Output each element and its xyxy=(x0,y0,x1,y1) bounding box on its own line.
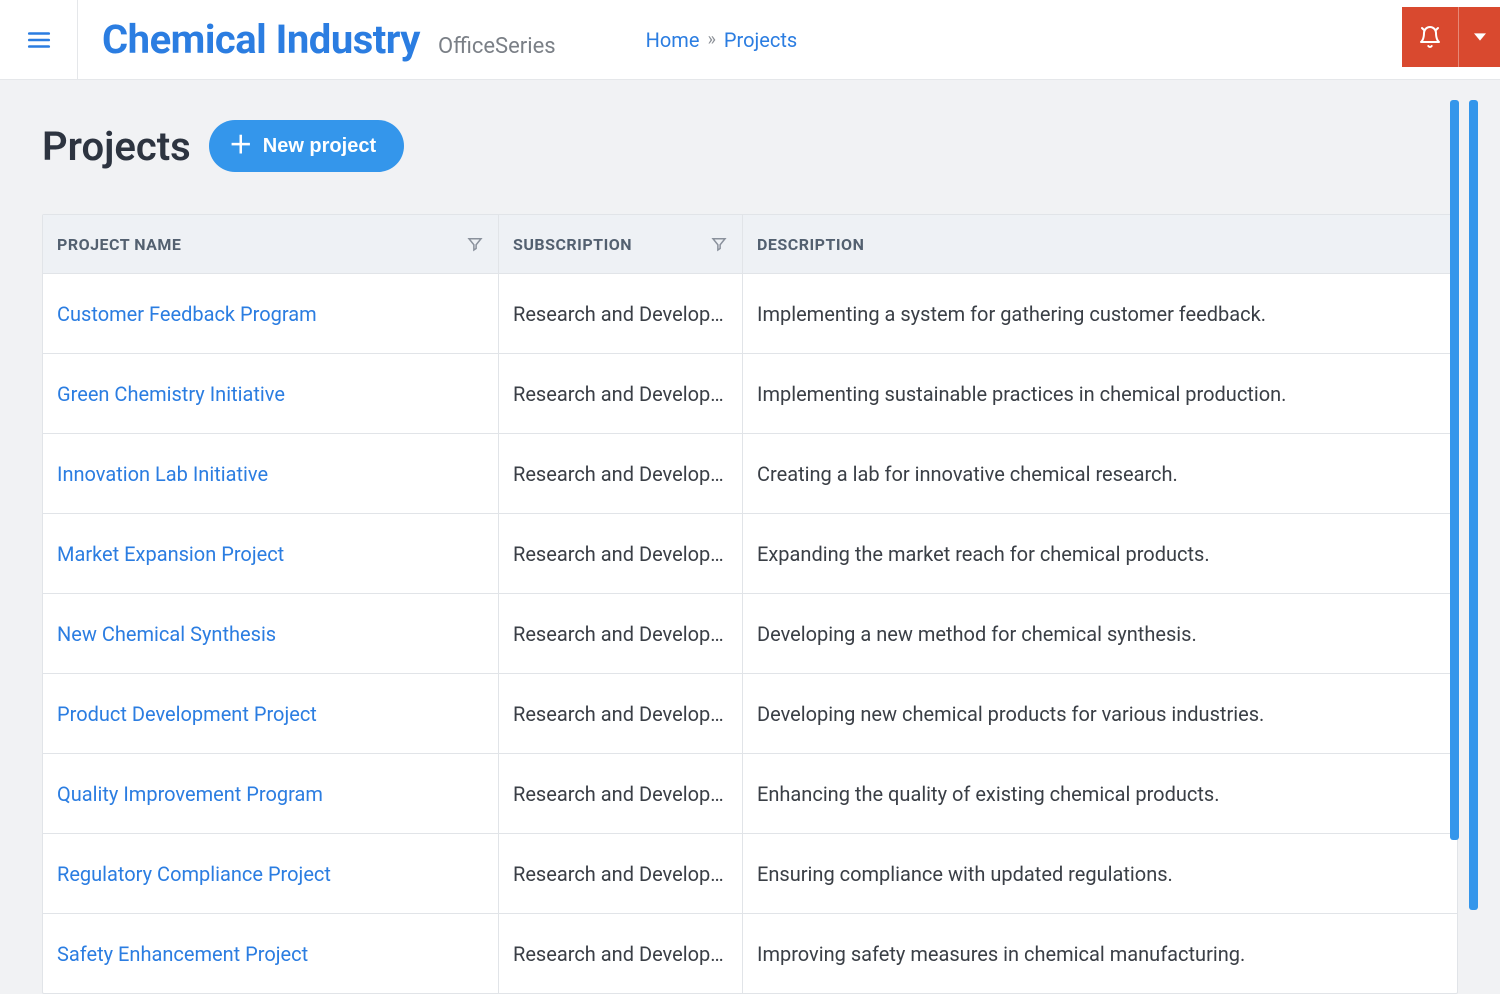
cell-subscription: Research and Develop… xyxy=(499,354,743,433)
scroll-rail-inner[interactable] xyxy=(1450,100,1459,840)
page-title: Projects xyxy=(42,123,191,170)
cell-description: Developing a new method for chemical syn… xyxy=(743,594,1457,673)
caret-down-icon xyxy=(1474,31,1486,43)
cell-description: Creating a lab for innovative chemical r… xyxy=(743,434,1457,513)
cell-description: Ensuring compliance with updated regulat… xyxy=(743,834,1457,913)
page-content: Projects ＋ New project PROJECT NAME SUBS… xyxy=(0,80,1500,994)
breadcrumb-home-link[interactable]: Home xyxy=(646,28,700,52)
subscription-text: Research and Develop… xyxy=(513,382,728,406)
table-row: Regulatory Compliance Project Research an… xyxy=(43,833,1457,913)
subscription-text: Research and Develop… xyxy=(513,622,728,646)
scroll-rail-outer[interactable] xyxy=(1469,100,1478,910)
cell-description: Enhancing the quality of existing chemic… xyxy=(743,754,1457,833)
brand: Chemical Industry OfficeSeries xyxy=(78,16,556,63)
page-header: Projects ＋ New project xyxy=(42,120,1458,172)
table-row: Customer Feedback Program Research and De… xyxy=(43,273,1457,353)
hamburger-icon xyxy=(26,27,52,53)
description-text: Expanding the market reach for chemical … xyxy=(757,542,1443,566)
table-body: Customer Feedback Program Research and De… xyxy=(43,273,1457,993)
description-text: Creating a lab for innovative chemical r… xyxy=(757,462,1443,486)
cell-subscription: Research and Develop… xyxy=(499,594,743,673)
notifications-button[interactable] xyxy=(1402,7,1458,67)
table-row: Green Chemistry Initiative Research and D… xyxy=(43,353,1457,433)
table-row: Product Development Project Research and … xyxy=(43,673,1457,753)
new-project-button[interactable]: ＋ New project xyxy=(209,120,404,172)
cell-subscription: Research and Develop… xyxy=(499,834,743,913)
breadcrumb-separator-icon: » xyxy=(707,29,715,50)
cell-project-name: Product Development Project xyxy=(43,674,499,753)
description-text: Implementing a system for gathering cust… xyxy=(757,302,1443,326)
column-header-name-label: PROJECT NAME xyxy=(57,235,181,254)
subscription-text: Research and Develop… xyxy=(513,782,728,806)
cell-description: Developing new chemical products for var… xyxy=(743,674,1457,753)
cell-subscription: Research and Develop… xyxy=(499,514,743,593)
cell-project-name: Green Chemistry Initiative xyxy=(43,354,499,433)
cell-subscription: Research and Develop… xyxy=(499,754,743,833)
cell-description: Expanding the market reach for chemical … xyxy=(743,514,1457,593)
bell-icon xyxy=(1418,25,1442,49)
cell-description: Implementing a system for gathering cust… xyxy=(743,274,1457,353)
subscription-text: Research and Develop… xyxy=(513,942,728,966)
subscription-text: Research and Develop… xyxy=(513,702,728,726)
description-text: Developing new chemical products for var… xyxy=(757,702,1443,726)
cell-description: Implementing sustainable practices in ch… xyxy=(743,354,1457,433)
project-link[interactable]: Innovation Lab Initiative xyxy=(57,462,484,486)
cell-project-name: Customer Feedback Program xyxy=(43,274,499,353)
description-text: Developing a new method for chemical syn… xyxy=(757,622,1443,646)
cell-subscription: Research and Develop… xyxy=(499,434,743,513)
breadcrumb-current-link[interactable]: Projects xyxy=(724,28,797,52)
brand-title[interactable]: Chemical Industry xyxy=(102,16,420,63)
table-row: Innovation Lab Initiative Research and De… xyxy=(43,433,1457,513)
cell-project-name: Regulatory Compliance Project xyxy=(43,834,499,913)
table-row: New Chemical Synthesis Research and Devel… xyxy=(43,593,1457,673)
project-link[interactable]: Safety Enhancement Project xyxy=(57,942,484,966)
filter-icon[interactable] xyxy=(466,235,484,253)
table-row: Market Expansion Project Research and Dev… xyxy=(43,513,1457,593)
cell-subscription: Research and Develop… xyxy=(499,274,743,353)
breadcrumb: Home » Projects xyxy=(646,28,798,52)
project-link[interactable]: Quality Improvement Program xyxy=(57,782,484,806)
subscription-text: Research and Develop… xyxy=(513,302,728,326)
project-link[interactable]: Market Expansion Project xyxy=(57,542,484,566)
user-menu-dropdown-button[interactable] xyxy=(1458,7,1500,67)
plus-icon: ＋ xyxy=(229,134,253,158)
hamburger-menu-button[interactable] xyxy=(0,0,78,80)
cell-project-name: New Chemical Synthesis xyxy=(43,594,499,673)
new-project-button-label: New project xyxy=(263,135,376,158)
column-header-description[interactable]: DESCRIPTION xyxy=(743,215,1457,273)
cell-project-name: Innovation Lab Initiative xyxy=(43,434,499,513)
topbar-actions xyxy=(1402,7,1500,67)
subscription-text: Research and Develop… xyxy=(513,862,728,886)
description-text: Enhancing the quality of existing chemic… xyxy=(757,782,1443,806)
cell-subscription: Research and Develop… xyxy=(499,674,743,753)
project-link[interactable]: Green Chemistry Initiative xyxy=(57,382,484,406)
subscription-text: Research and Develop… xyxy=(513,542,728,566)
filter-icon[interactable] xyxy=(710,235,728,253)
subscription-text: Research and Develop… xyxy=(513,462,728,486)
project-link[interactable]: Customer Feedback Program xyxy=(57,302,484,326)
cell-description: Improving safety measures in chemical ma… xyxy=(743,914,1457,993)
cell-project-name: Quality Improvement Program xyxy=(43,754,499,833)
description-text: Ensuring compliance with updated regulat… xyxy=(757,862,1443,886)
column-header-description-label: DESCRIPTION xyxy=(757,235,864,254)
table-header: PROJECT NAME SUBSCRIPTION DESCRIPTION xyxy=(43,215,1457,273)
column-header-name[interactable]: PROJECT NAME xyxy=(43,215,499,273)
brand-subtitle: OfficeSeries xyxy=(438,34,556,59)
project-link[interactable]: Regulatory Compliance Project xyxy=(57,862,484,886)
column-header-subscription-label: SUBSCRIPTION xyxy=(513,235,632,254)
cell-subscription: Research and Develop… xyxy=(499,914,743,993)
topbar: Chemical Industry OfficeSeries Home » Pr… xyxy=(0,0,1500,80)
projects-table: PROJECT NAME SUBSCRIPTION DESCRIPTION Cu… xyxy=(42,214,1458,994)
project-link[interactable]: New Chemical Synthesis xyxy=(57,622,484,646)
cell-project-name: Market Expansion Project xyxy=(43,514,499,593)
column-header-subscription[interactable]: SUBSCRIPTION xyxy=(499,215,743,273)
description-text: Implementing sustainable practices in ch… xyxy=(757,382,1443,406)
table-row: Quality Improvement Program Research and … xyxy=(43,753,1457,833)
table-row: Safety Enhancement Project Research and D… xyxy=(43,913,1457,993)
cell-project-name: Safety Enhancement Project xyxy=(43,914,499,993)
project-link[interactable]: Product Development Project xyxy=(57,702,484,726)
description-text: Improving safety measures in chemical ma… xyxy=(757,942,1443,966)
